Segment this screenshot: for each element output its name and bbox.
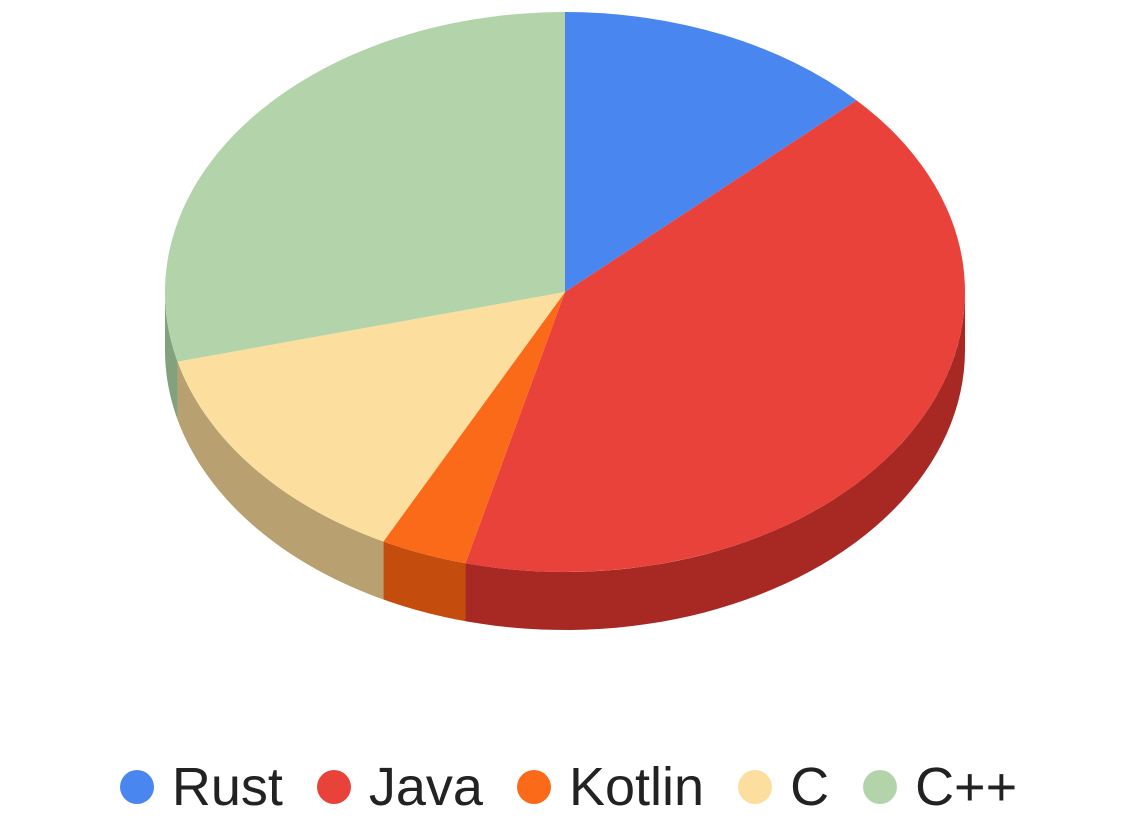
pie-slice-rust[interactable] [565, 12, 857, 292]
pie-slice-cpp[interactable] [165, 12, 566, 362]
legend-label-rust: Rust [171, 757, 283, 817]
pie-slice-kotlin[interactable] [383, 292, 565, 564]
legend-item-c[interactable]: C [738, 760, 829, 814]
legend-swatch-cpp [863, 770, 898, 804]
pie-side-c [177, 361, 384, 600]
pie-chart [165, 12, 965, 630]
pie-side-cpp [165, 292, 178, 420]
pie-slice-java[interactable] [465, 100, 965, 572]
legend-swatch-c [738, 770, 773, 804]
legend-label-cpp: C++ [915, 757, 1018, 817]
pie-side-kotlin [383, 541, 466, 622]
pie-side-java [465, 292, 965, 630]
legend-label-java: Java [368, 757, 483, 817]
legend-swatch-kotlin [516, 770, 551, 804]
legend-item-rust[interactable]: Rust [119, 757, 283, 817]
pie-slices [165, 12, 965, 572]
legend-item-java[interactable]: Java [316, 757, 483, 817]
legend-label-kotlin: Kotlin [568, 757, 705, 817]
legend-swatch-java [316, 770, 351, 804]
legend-item-kotlin[interactable]: Kotlin [516, 757, 705, 817]
pie-sides [165, 292, 965, 630]
pie-slice-c[interactable] [177, 292, 565, 542]
legend: Rust Java Kotlin C C++ [0, 760, 1137, 814]
legend-label-c: C [790, 757, 830, 817]
legend-swatch-rust [119, 770, 154, 804]
legend-item-cpp[interactable]: C++ [863, 760, 1017, 814]
